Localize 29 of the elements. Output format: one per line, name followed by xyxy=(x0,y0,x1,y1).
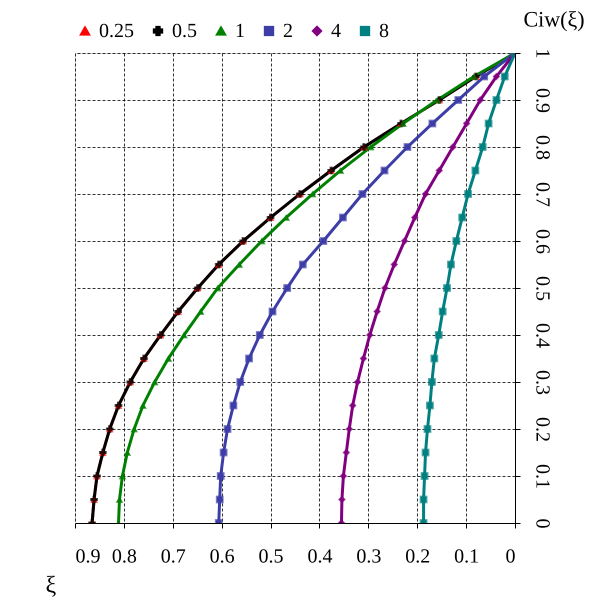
x-tick-label: 0.3 xyxy=(356,546,382,568)
y-tick-label: 0.8 xyxy=(532,135,554,160)
x-tick-label: 0.5 xyxy=(258,546,284,568)
y-tick-label: 0 xyxy=(532,518,554,528)
y-tick-label: 0.2 xyxy=(532,417,554,442)
x-tick-label: 0.9 xyxy=(76,546,100,568)
y-tick-label: 0.9 xyxy=(532,88,554,113)
x-tick-label: 0.7 xyxy=(160,546,186,568)
legend-label: 2 xyxy=(283,20,293,42)
y-tick-label: 1 xyxy=(532,48,554,58)
legend-label: 4 xyxy=(331,20,341,42)
x-tick-label: 0.2 xyxy=(405,546,430,568)
legend-label: 0.25 xyxy=(99,20,134,42)
y-tick-label: 0.3 xyxy=(532,370,554,395)
y-tick-label: 0.1 xyxy=(532,464,554,489)
x-tick-label: 0 xyxy=(506,546,516,568)
y-tick-label: 0.7 xyxy=(532,182,554,207)
x-axis-title: ξ xyxy=(46,572,56,598)
x-tick-label: 0.6 xyxy=(210,546,235,568)
x-tick-label: 0.8 xyxy=(112,546,137,568)
y-axis-title: Ciw(ξ) xyxy=(524,6,585,32)
x-tick-label: 0.4 xyxy=(307,546,332,568)
y-tick-label: 0.4 xyxy=(532,323,554,348)
legend-label: 1 xyxy=(235,20,245,42)
x-tick-label: 0.1 xyxy=(454,546,480,568)
legend-label: 0.5 xyxy=(172,20,197,42)
legend-label: 8 xyxy=(379,20,389,42)
y-tick-label: 0.6 xyxy=(532,229,554,254)
y-tick-label: 0.5 xyxy=(532,276,554,301)
